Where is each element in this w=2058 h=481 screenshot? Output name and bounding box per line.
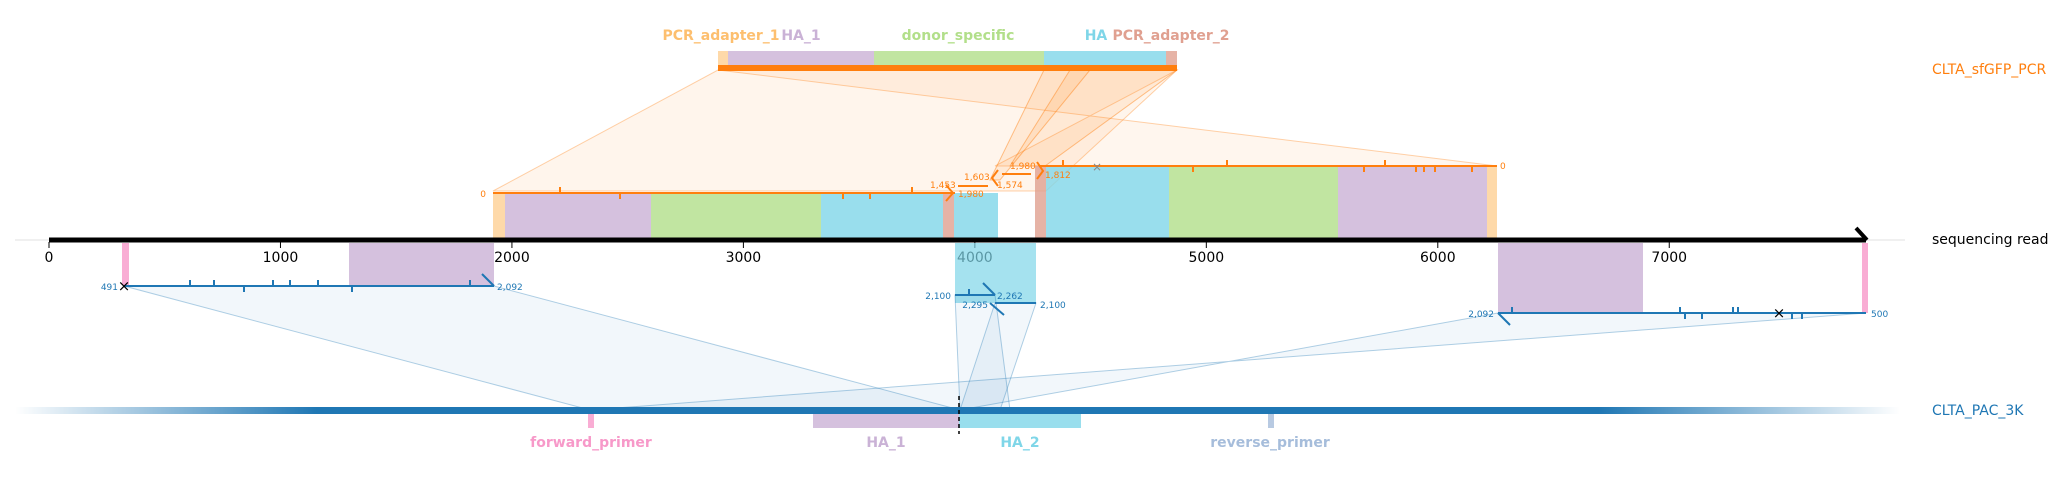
coord-top-right-b: 1,812 [1045, 171, 1071, 181]
pcr-adapter-2-label: PCR_adapter_2 [1112, 28, 1229, 44]
ref-mismatch-mark-left: × [118, 277, 131, 295]
pcr-mismatch-mark: × [1092, 160, 1102, 174]
sequencing-read: 01000200030004000500060007000 [15, 226, 1905, 266]
axis-tick-label: 0 [45, 250, 54, 266]
coord-top-left-end: 1,980 [958, 190, 984, 200]
pcr-construct [718, 51, 1177, 71]
ref-reverse-primer-label: reverse_primer [1210, 435, 1330, 451]
read-track-label: sequencing read [1932, 232, 2048, 248]
coord-top-right-a: 1,980 [1010, 162, 1036, 172]
reference-sequence [15, 396, 1900, 434]
pcr-adapter-1-label: PCR_adapter_1 [662, 28, 779, 44]
ref-forward-primer-label: forward_primer [530, 435, 652, 451]
coord-top-mid-c: 1,574 [997, 181, 1023, 191]
coord-bot-left-start: 491 [101, 283, 118, 293]
ref-mismatch-mark-right: × [1773, 304, 1786, 322]
axis-ticks: 01000200030004000500060007000 [45, 242, 1687, 266]
axis-tick-label: 6000 [1420, 250, 1456, 266]
coord-bot-left-end: 2,092 [497, 283, 523, 293]
axis-tick-label: 5000 [1189, 250, 1225, 266]
coord-top-mid-b: 1,603 [964, 173, 990, 183]
coord-bot-mid-b: 2,262 [997, 292, 1023, 302]
axis-tick-label: 2000 [494, 250, 530, 266]
coord-bot-mid-a: 2,100 [925, 292, 951, 302]
pcr-read-features [493, 166, 1497, 239]
pcr-alignment-lines [493, 160, 1497, 202]
coord-bot-right-end: 500 [1871, 310, 1888, 320]
pcr-track-label: CLTA_sfGFP_PCR [1932, 62, 2046, 78]
pcr-coordinate-labels: 0 1,980 1,453 1,603 1,574 1,980 1,812 0 [480, 162, 1506, 200]
axis-tick-label: 7000 [1651, 250, 1687, 266]
pcr-donor-specific-label: donor_specific [902, 28, 1015, 44]
ref-track-label: CLTA_PAC_3K [1932, 403, 2024, 419]
coord-bot-right-start: 2,092 [1468, 310, 1494, 320]
ref-coordinate-labels: 491 2,092 2,100 2,262 2,295 2,100 2,092 … [101, 283, 1889, 320]
coord-top-left-start: 0 [480, 190, 486, 200]
ref-alignment-lines [124, 273, 1866, 326]
axis-tick-label: 1000 [263, 250, 299, 266]
coord-top-right-end: 0 [1500, 162, 1506, 172]
coord-top-mid-a: 1,453 [930, 181, 956, 191]
ref-ha-1-label: HA_1 [866, 435, 905, 451]
pcr-ha-1-label: HA_1 [781, 28, 820, 44]
ref-ha-2-label: HA_2 [1000, 435, 1039, 451]
coord-bot-mid-d: 2,100 [1040, 301, 1066, 311]
coord-bot-mid-c: 2,295 [962, 301, 988, 311]
ref-connections [123, 285, 1867, 411]
pcr-ha-label: HA [1085, 28, 1108, 44]
axis-tick-label: 3000 [726, 250, 762, 266]
